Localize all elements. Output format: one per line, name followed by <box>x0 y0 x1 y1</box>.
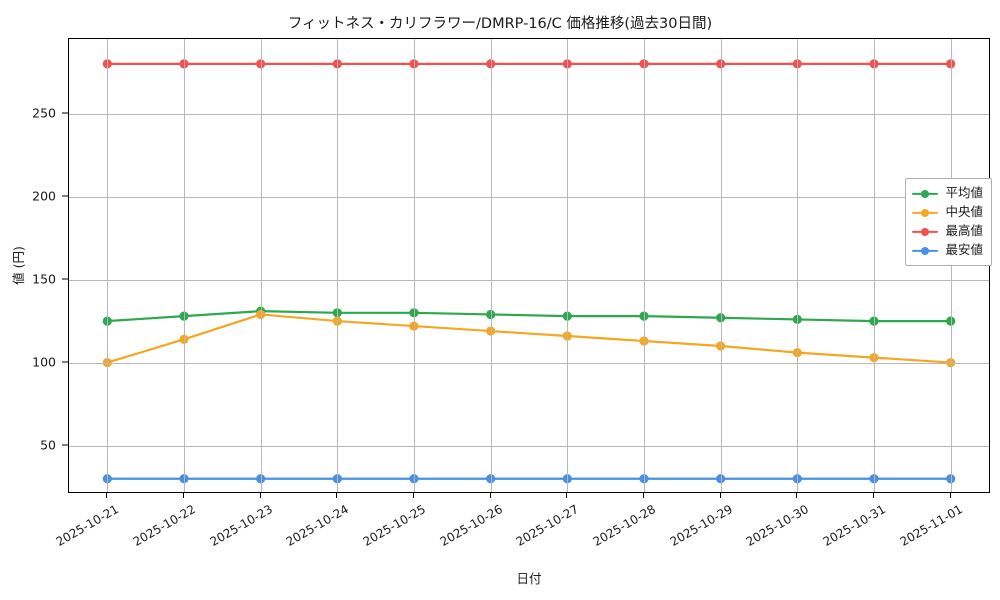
legend-item[interactable]: 中央値 <box>912 203 983 222</box>
y-tick-label: 150 <box>32 271 56 287</box>
gridline-vertical <box>567 39 569 492</box>
chart-legend: 平均値中央値最高値最安値 <box>905 178 992 266</box>
x-tick-label: 2025-10-25 <box>360 502 428 549</box>
gridline-horizontal <box>69 196 989 198</box>
y-tick-label: 200 <box>32 188 56 204</box>
y-tick-label: 100 <box>32 354 56 370</box>
series-2 <box>102 309 956 368</box>
legend-swatch-icon <box>912 206 939 220</box>
x-tick-label: 2025-10-21 <box>53 502 122 549</box>
x-axis-label: 日付 <box>516 571 542 586</box>
x-tick-label: 2025-10-28 <box>590 502 658 549</box>
series-3 <box>102 59 956 69</box>
gridline-vertical <box>260 39 262 492</box>
y-tick-mark <box>62 112 68 114</box>
gridline-vertical <box>490 39 492 492</box>
legend-item[interactable]: 平均値 <box>912 184 983 203</box>
x-tick-mark <box>259 493 261 498</box>
x-tick-mark <box>183 493 184 498</box>
legend-label: 平均値 <box>945 185 983 201</box>
legend-swatch-icon <box>912 244 939 258</box>
gridline-vertical <box>720 39 722 492</box>
legend-item[interactable]: 最安値 <box>912 241 983 260</box>
x-tick-mark <box>949 493 951 498</box>
gridline-horizontal <box>69 113 989 115</box>
plot-area <box>68 38 990 493</box>
gridline-horizontal <box>69 445 989 447</box>
gridline-vertical <box>184 39 185 492</box>
x-tick-mark <box>873 493 874 498</box>
gridline-vertical <box>644 39 645 492</box>
gridline-horizontal <box>69 279 989 281</box>
y-axis-ticks: 50 100 150 200 250 <box>0 38 68 493</box>
series-line <box>106 310 952 323</box>
legend-label: 最安値 <box>945 242 983 258</box>
y-tick-mark <box>62 444 68 446</box>
series-lines <box>102 59 956 484</box>
x-tick-mark <box>719 493 721 498</box>
gridline-vertical <box>797 39 799 492</box>
x-tick-mark <box>413 493 414 498</box>
x-tick-mark <box>643 493 644 498</box>
x-tick-label: 2025-11-01 <box>897 502 965 549</box>
x-tick-label: 2025-10-22 <box>130 502 198 549</box>
x-tick-mark <box>796 493 798 498</box>
y-tick-mark <box>62 361 68 363</box>
legend-item[interactable]: 最高値 <box>912 222 983 241</box>
y-tick-mark <box>62 195 68 197</box>
y-tick-label: 50 <box>40 437 56 453</box>
legend-label: 中央値 <box>945 204 983 220</box>
gridline-vertical <box>337 39 339 492</box>
legend-label: 最高値 <box>945 223 983 239</box>
x-tick-label: 2025-10-30 <box>743 502 812 549</box>
x-tick-label: 2025-10-27 <box>513 502 582 549</box>
gridline-vertical <box>874 39 875 492</box>
gridline-vertical <box>107 39 109 492</box>
x-tick-mark <box>106 493 108 498</box>
series-line <box>106 313 952 364</box>
x-tick-label: 2025-10-26 <box>437 502 505 549</box>
legend-swatch-icon <box>912 187 939 201</box>
x-tick-mark <box>336 493 338 498</box>
legend-swatch-icon <box>912 225 939 239</box>
x-tick-label: 2025-10-31 <box>820 502 888 549</box>
gridline-vertical <box>414 39 415 492</box>
x-axis-ticks: 2025-10-21 2025-10-22 2025-10-23 2025-10-24… <box>54 493 990 573</box>
x-tick-label: 2025-10-24 <box>283 502 352 549</box>
series-4 <box>102 474 956 484</box>
x-tick-label: 2025-10-23 <box>207 502 275 549</box>
y-tick-mark <box>62 278 68 280</box>
chart-title: フィットネス・カリフラワー/DMRP-16/C 価格推移(過去30日間) <box>287 16 713 32</box>
x-tick-mark <box>566 493 568 498</box>
y-tick-label: 250 <box>32 105 56 121</box>
x-tick-mark <box>489 493 491 498</box>
gridline-horizontal <box>69 362 989 364</box>
series-1 <box>102 306 956 326</box>
x-tick-label: 2025-10-29 <box>667 502 735 549</box>
